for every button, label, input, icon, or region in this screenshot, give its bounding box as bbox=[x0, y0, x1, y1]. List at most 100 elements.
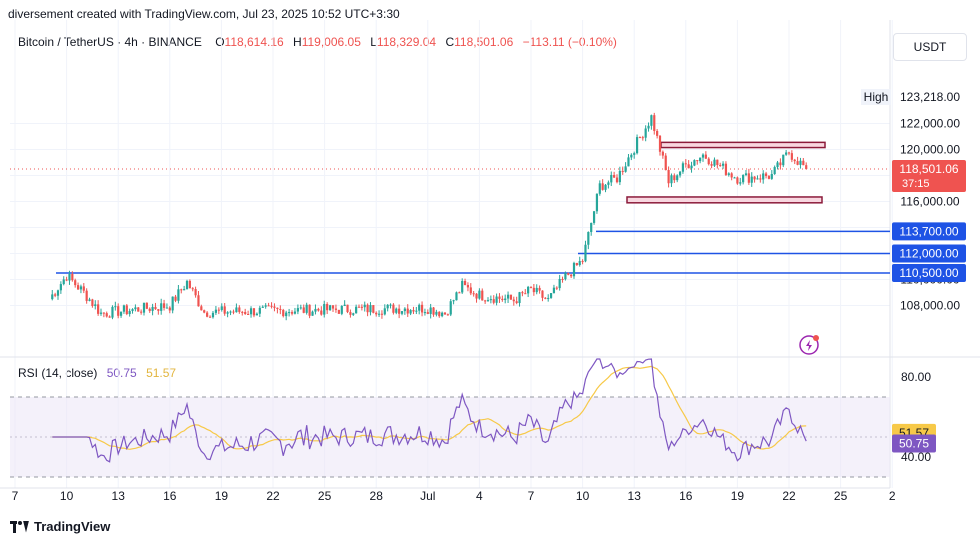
candle-body bbox=[601, 183, 604, 190]
level-label-bg bbox=[892, 244, 966, 263]
candle-body bbox=[630, 154, 633, 158]
time-tick-label: 10 bbox=[576, 489, 590, 503]
candle-body bbox=[197, 295, 200, 307]
candle-body bbox=[753, 176, 756, 180]
time-tick-label: 16 bbox=[679, 489, 693, 503]
candle-body bbox=[71, 273, 74, 281]
candle-body bbox=[331, 305, 335, 309]
candle-body bbox=[618, 170, 621, 183]
candle-body bbox=[372, 305, 375, 313]
candle-body bbox=[128, 311, 131, 315]
price-axis[interactable]: 108,000.00110,000.00116,000.00120,000.00… bbox=[861, 89, 966, 464]
candle-body bbox=[165, 307, 169, 309]
candle-body bbox=[177, 289, 180, 301]
candle-body bbox=[76, 285, 80, 290]
candle-body bbox=[211, 312, 215, 318]
candle-body bbox=[484, 300, 487, 302]
candle-body bbox=[241, 311, 244, 313]
candle-body bbox=[547, 297, 550, 299]
candle-body bbox=[355, 306, 358, 314]
candle-body bbox=[567, 273, 570, 275]
candle-body bbox=[56, 290, 60, 296]
candle-body bbox=[478, 290, 481, 299]
time-axis[interactable]: 7 10 13 16 19 22 25 28 Jul 4 7 10 13 16 19 22 25 2 bbox=[0, 487, 896, 503]
candle-body bbox=[575, 262, 578, 266]
candle-body bbox=[108, 316, 111, 318]
candle-body bbox=[423, 312, 427, 314]
candle-body bbox=[650, 115, 653, 126]
high-label-bg bbox=[861, 89, 891, 105]
candle-body bbox=[377, 313, 381, 315]
candle-body bbox=[584, 244, 587, 262]
low-label: L bbox=[370, 35, 377, 49]
candle-body bbox=[282, 309, 285, 317]
candle-body bbox=[747, 173, 750, 183]
candle-body bbox=[656, 130, 659, 136]
candle-body bbox=[607, 182, 610, 185]
candle-body bbox=[627, 157, 630, 167]
open-label: O bbox=[215, 35, 225, 49]
candle-body bbox=[140, 311, 143, 313]
horizontal-levels[interactable] bbox=[56, 230, 890, 274]
candle-body bbox=[438, 311, 441, 317]
candle-body bbox=[466, 284, 470, 288]
candle-body bbox=[375, 312, 378, 315]
candle-body bbox=[498, 296, 501, 299]
candle-body bbox=[386, 304, 389, 309]
time-tick-label: 13 bbox=[112, 489, 126, 503]
candle-body bbox=[317, 308, 320, 311]
currency-selector[interactable]: USDT bbox=[893, 33, 967, 61]
candle-body bbox=[687, 164, 690, 169]
candle-body bbox=[137, 307, 140, 312]
candle-body bbox=[793, 159, 796, 162]
rsi-title[interactable]: RSI (14, close) bbox=[18, 366, 98, 380]
candle-body bbox=[171, 296, 174, 311]
candle-body bbox=[267, 305, 270, 307]
alert-icon[interactable] bbox=[799, 335, 819, 355]
candle-body bbox=[604, 184, 607, 190]
candle-body bbox=[673, 175, 676, 181]
candle-body bbox=[535, 287, 538, 293]
candle-body bbox=[770, 174, 773, 179]
candle-body bbox=[432, 307, 435, 315]
time-tick-label: 19 bbox=[215, 489, 229, 503]
candle-body bbox=[501, 298, 504, 301]
candle-body bbox=[223, 306, 226, 314]
time-tick-label: 2 bbox=[889, 489, 896, 503]
candle-body bbox=[232, 311, 235, 313]
candle-body bbox=[561, 278, 564, 280]
candle-body bbox=[443, 312, 447, 315]
candle-body bbox=[117, 306, 120, 316]
time-tick-label: 22 bbox=[782, 489, 796, 503]
candle-body bbox=[750, 176, 753, 183]
candle-body bbox=[122, 305, 126, 312]
candle-body bbox=[787, 152, 791, 154]
tradingview-logo[interactable]: TradingView bbox=[10, 519, 110, 534]
candle-body bbox=[217, 309, 220, 311]
candle-body bbox=[782, 154, 785, 166]
price-tick-label: 120,000.00 bbox=[900, 143, 960, 157]
candle-body bbox=[346, 304, 349, 313]
candle-body bbox=[710, 164, 713, 166]
candle-body bbox=[389, 304, 392, 306]
candle-body bbox=[429, 307, 432, 314]
rsi-axis-label: 50.75 bbox=[899, 437, 929, 451]
symbol-title[interactable]: Bitcoin / TetherUS · 4h · BINANCE bbox=[18, 35, 202, 49]
candle-body bbox=[162, 303, 166, 308]
candle-body bbox=[504, 298, 507, 301]
time-tick-label: 25 bbox=[834, 489, 848, 503]
candle-body bbox=[261, 306, 264, 308]
candle-body bbox=[613, 174, 616, 178]
candle-body bbox=[235, 307, 238, 313]
candle-body bbox=[276, 307, 279, 309]
candle-body bbox=[667, 170, 670, 184]
candle-body bbox=[220, 306, 223, 311]
candle-body bbox=[302, 307, 305, 313]
candle-body bbox=[157, 309, 160, 311]
candle-body bbox=[420, 304, 424, 313]
candle-body bbox=[273, 306, 276, 308]
candle-body bbox=[592, 211, 596, 223]
candle-body bbox=[337, 309, 340, 314]
time-tick-label: 4 bbox=[476, 489, 483, 503]
